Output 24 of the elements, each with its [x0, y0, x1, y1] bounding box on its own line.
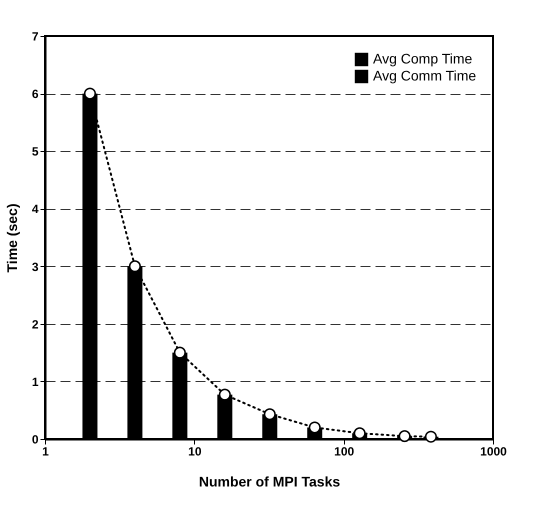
x-tick-label: 10: [188, 444, 202, 458]
point: [218, 388, 231, 401]
y-axis-title: Time (sec): [4, 204, 20, 272]
point: [264, 408, 276, 420]
x-tick-label: 1: [42, 444, 50, 458]
legend-label: Avg Comp Time: [373, 50, 473, 66]
x-tick-label: 1000: [480, 444, 508, 458]
y-tick-label: 4: [32, 202, 39, 216]
x-tick-label: 100: [334, 444, 354, 458]
legend-label: Avg Comm Time: [373, 68, 476, 84]
point: [308, 422, 321, 434]
point: [398, 430, 411, 442]
y-tick-label: 0: [32, 432, 39, 446]
y-tick-label: 6: [32, 87, 39, 102]
x-axis-title: Number of MPI Tasks: [198, 474, 340, 490]
y-tick-label: 2: [32, 317, 39, 332]
point: [128, 260, 141, 272]
point: [174, 346, 186, 359]
y-tick-label: 5: [32, 144, 39, 159]
y-tick-label: 1: [32, 374, 39, 389]
point: [84, 88, 96, 100]
y-tick-label: 3: [32, 260, 39, 274]
y-tick-label: 7: [32, 30, 39, 44]
point: [354, 427, 366, 440]
